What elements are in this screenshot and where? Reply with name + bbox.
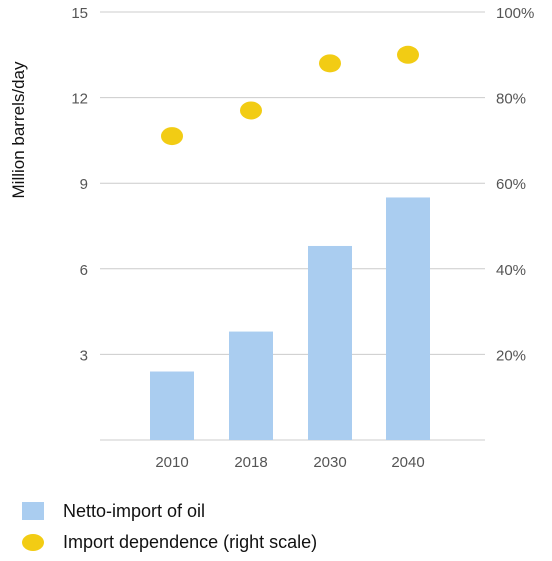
y-tick-label: 9 [80, 176, 88, 193]
legend-label-netto-import: Netto-import of oil [63, 500, 206, 521]
y2-tick-label: 80% [496, 91, 526, 108]
x-tick-label: 2040 [391, 454, 424, 470]
y2-tick-label: 100% [496, 5, 534, 22]
dots [161, 45, 419, 146]
y-tick-label: 12 [71, 91, 88, 108]
x-tick-label: 2010 [155, 454, 188, 470]
legend-item-import-dependence: Import dependence (right scale) [22, 529, 542, 555]
legend-bar-swatch [22, 502, 44, 520]
x-tick-label: 2030 [313, 454, 346, 470]
bar-2010 [150, 371, 194, 440]
bar-2030 [308, 245, 352, 440]
dot-2018 [240, 101, 262, 120]
dot-2040 [397, 45, 419, 64]
x-tick-label: 2018 [234, 454, 267, 470]
bar-2018 [229, 331, 273, 440]
legend-dot-swatch [22, 533, 44, 551]
bar-2040 [386, 197, 430, 440]
legend-label-import-dependence: Import dependence (right scale) [63, 531, 318, 552]
dot-2010 [161, 127, 183, 146]
dot-2030 [319, 54, 341, 73]
y2-tick-label: 40% [496, 262, 526, 279]
y-tick-label: 3 [80, 347, 88, 364]
y-tick-label: 6 [80, 262, 88, 279]
legend-item-netto-import: Netto-import of oil [22, 498, 542, 524]
y-tick-label: 15 [71, 5, 88, 22]
y-axis-label: Million barrels/day [9, 61, 28, 198]
y2-tick-label: 20% [496, 347, 526, 364]
legend: Netto-import of oil Import dependence (r… [22, 498, 542, 560]
bars [150, 197, 430, 440]
tick-labels: 3 6 9 12 15 20% 40% 60% 80% 100% 2010 2018 2030 2040 [71, 5, 534, 470]
y2-tick-label: 60% [496, 176, 526, 193]
